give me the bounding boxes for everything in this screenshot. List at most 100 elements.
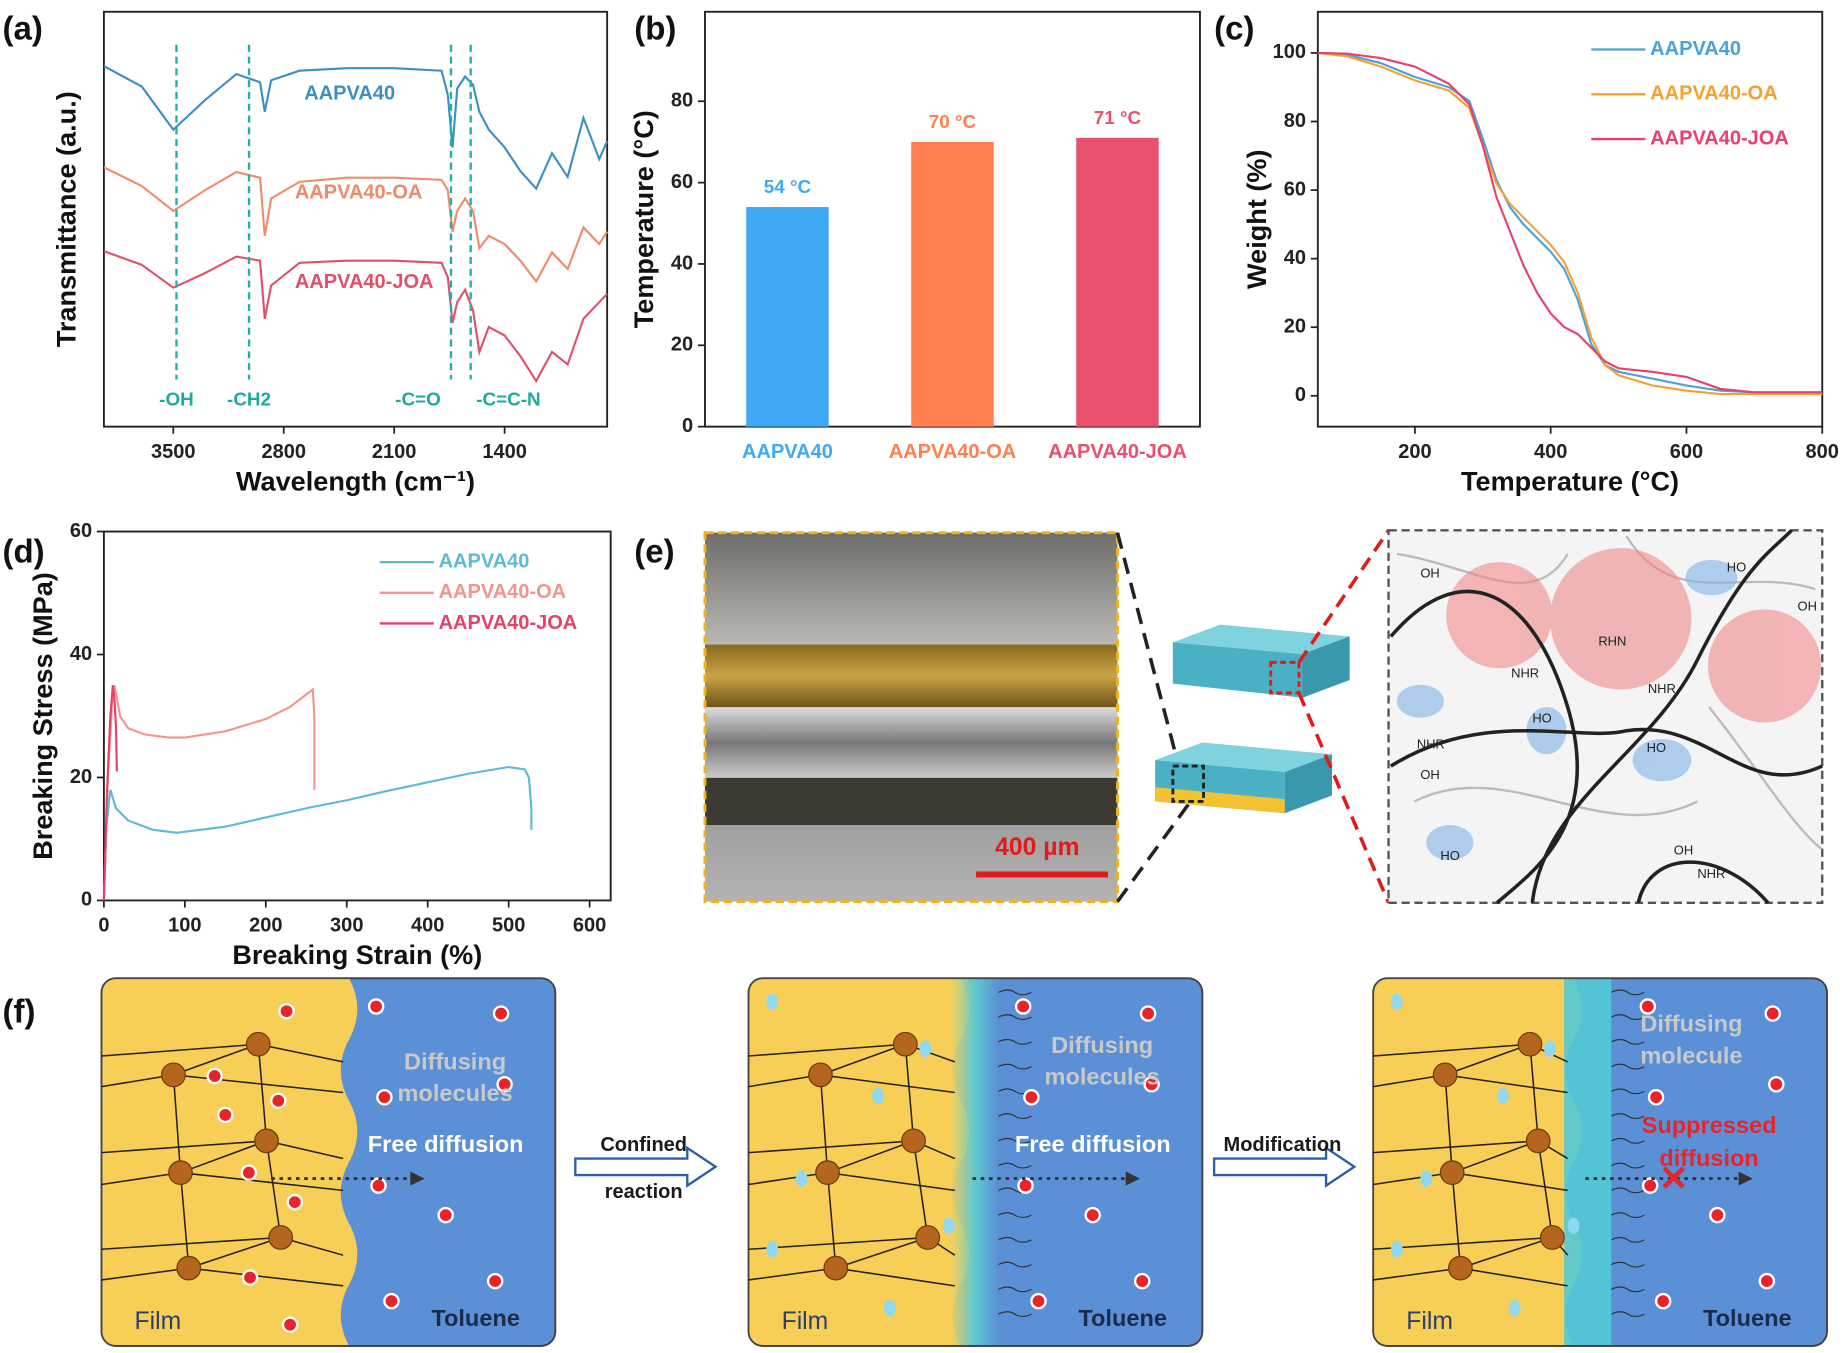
y-tick-label: 40 — [70, 643, 92, 665]
network-bond — [1452, 1171, 1568, 1192]
x-tick-label: 3500 — [151, 441, 196, 463]
x-tick-label: 600 — [573, 915, 606, 937]
droplet — [1508, 1299, 1521, 1317]
molecule — [1758, 1272, 1776, 1290]
molecule — [1639, 998, 1657, 1015]
droplet — [766, 993, 779, 1011]
grafted-chain — [998, 1063, 1032, 1070]
molecule-label: HO — [1532, 710, 1551, 725]
y-tick-label: 60 — [70, 520, 92, 542]
legend-label: AAPVA40-OA — [1650, 83, 1778, 105]
network-bond — [1373, 1140, 1539, 1154]
series-line — [102, 685, 118, 901]
step-arrow — [1212, 1145, 1357, 1188]
y-tick-label: 80 — [671, 90, 693, 112]
grafted-chain — [1611, 1113, 1645, 1120]
network-bond — [101, 1267, 189, 1281]
x-tick-label: 100 — [168, 915, 201, 937]
crosslink — [168, 1160, 193, 1186]
x-tick-label: AAPVA40-OA — [889, 441, 1017, 463]
network-bond — [748, 1140, 914, 1154]
series-line — [103, 65, 609, 191]
crosslink — [1432, 1062, 1458, 1088]
grafted-chain — [998, 1014, 1032, 1021]
y-tick-label: 60 — [1284, 178, 1306, 200]
network-bond — [172, 1074, 182, 1173]
network-bond — [748, 1267, 836, 1281]
molecule — [383, 1292, 400, 1310]
legend-label: AAPVA40-OA — [439, 581, 567, 603]
film-label: Film — [1406, 1308, 1453, 1335]
molecule-label: NHR — [1697, 866, 1725, 881]
x-tick-label: AAPVA40 — [742, 441, 833, 463]
series-label: AAPVA40-OA — [295, 182, 423, 204]
x-tick-label: AAPVA40-JOA — [1048, 441, 1187, 463]
molecule — [1017, 1177, 1034, 1194]
network-bond — [819, 1074, 829, 1173]
grafted-chain — [1611, 1261, 1645, 1268]
droplet — [1390, 993, 1403, 1011]
photo-layer — [704, 532, 1118, 645]
network-bond — [820, 1074, 955, 1094]
series-line — [102, 765, 533, 901]
scale-label: 400 µm — [995, 834, 1079, 861]
y-tick-label: 20 — [1284, 316, 1306, 338]
molecule-label: Diffusing — [1051, 1032, 1153, 1058]
y-tick-label: 40 — [671, 252, 693, 274]
droplet — [1390, 1241, 1403, 1258]
panel-e: (e) 400 µm OH HO OH NHR RHN NHR HO OH NH… — [634, 529, 1824, 905]
network-bond — [173, 1043, 259, 1076]
molecule — [1654, 1292, 1672, 1310]
step-label: reaction — [605, 1181, 683, 1203]
x-tick-label: 2800 — [261, 441, 306, 463]
molecule-label: NHR — [1511, 666, 1539, 681]
molecule — [1768, 1076, 1785, 1093]
network-bond — [904, 1044, 915, 1141]
y-axis-label: Transmittance (a.u.) — [51, 91, 82, 347]
grafted-chain — [998, 1236, 1032, 1243]
grafted-chain — [1611, 1236, 1645, 1243]
crosslink — [268, 1225, 294, 1250]
molecule-label: NHR — [1417, 736, 1445, 751]
panel-label: (d) — [3, 533, 45, 570]
molecule — [1133, 1272, 1151, 1290]
network-bond — [1460, 1267, 1568, 1287]
network-bond — [173, 1074, 344, 1094]
h-bond-region — [1446, 548, 1822, 723]
network-bond — [1373, 1267, 1461, 1281]
x-tick-label: 400 — [411, 915, 444, 937]
crosslink — [1439, 1160, 1465, 1186]
x-tick-label: 800 — [1806, 441, 1839, 463]
network-bond — [179, 1172, 190, 1269]
network-bond — [1529, 1044, 1539, 1141]
grafted-chain — [1611, 989, 1645, 996]
molecule — [1139, 1005, 1157, 1022]
molecule — [1647, 1089, 1665, 1106]
grafted-chain — [1611, 1162, 1645, 1169]
molecule-label: molecule — [1640, 1042, 1742, 1068]
crosslink — [1539, 1225, 1565, 1250]
grafted-chain — [1611, 1088, 1645, 1095]
crosslink — [1517, 1031, 1543, 1057]
molecule — [492, 1005, 510, 1022]
panel-border — [747, 977, 1204, 1347]
diffusion-label: Free diffusion — [1015, 1131, 1171, 1157]
grafted-chain — [998, 1162, 1032, 1169]
crosslink — [915, 1225, 941, 1250]
network-bond — [835, 1267, 955, 1287]
molecule-label: Diffusing — [404, 1048, 506, 1074]
droplet — [1420, 1170, 1433, 1187]
crosslink — [892, 1031, 918, 1057]
solvent-label: Toluene — [1078, 1305, 1167, 1331]
molecule — [367, 998, 385, 1015]
crosslink — [176, 1255, 202, 1281]
arrow-head — [1125, 1171, 1140, 1186]
diffusion-label: Free diffusion — [368, 1131, 524, 1157]
droplet — [1544, 1040, 1556, 1058]
interface-layer — [1564, 978, 1612, 1346]
droplet — [872, 1087, 885, 1105]
molecule-label: HO — [1727, 559, 1746, 574]
series-line — [1317, 51, 1823, 394]
zoom-line — [1116, 800, 1192, 903]
annotation-label: -CH2 — [227, 389, 271, 410]
